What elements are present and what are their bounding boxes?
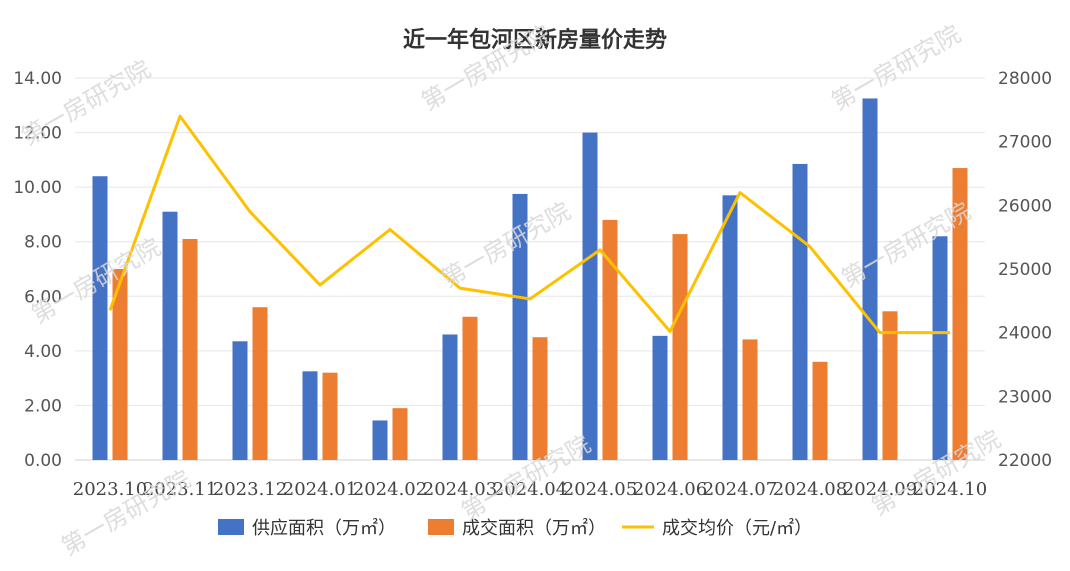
line-series [108,114,950,335]
category-label: 2024.04 [493,479,567,500]
left-tick-label: 4.00 [24,342,62,362]
right-tick-label: 25000 [998,260,1052,280]
legend-swatch [218,519,244,535]
right-tick-label: 26000 [998,196,1052,216]
left-tick-label: 8.00 [24,233,62,253]
legend: 供应面积（万㎡） 成交面积（万㎡） 成交均价（元/㎡） [218,517,812,539]
category-label: 2024.02 [353,479,427,500]
category-label: 2023.11 [143,479,217,500]
category-label: 2024.08 [773,479,847,500]
deal-bar [392,408,408,460]
price-line [108,114,950,335]
right-tick-label: 28000 [998,69,1052,89]
bar-series [92,98,968,461]
legend-swatch [428,519,454,535]
supply-bar [512,193,528,460]
left-axis: 0.00 2.00 4.00 6.00 8.00 10.00 12.00 14.00 [13,69,62,471]
supply-bar [582,132,598,461]
supply-bar [652,335,668,460]
deal-bar [672,234,688,460]
gridlines [75,77,985,461]
deal-bar [742,339,758,460]
category-label: 2024.01 [283,479,357,500]
deal-bar [952,168,968,461]
legend-label: 成交面积（万㎡） [462,517,606,539]
supply-bar [442,334,458,460]
category-label: 2024.06 [633,479,707,500]
category-label: 2024.07 [703,479,777,500]
supply-bar [302,371,318,460]
left-tick-label: 2.00 [24,396,62,416]
left-tick-label: 6.00 [24,287,62,307]
left-tick-label: 12.00 [13,124,62,144]
legend-label: 成交均价（元/㎡） [662,517,812,539]
chart-title: 近一年包河区新房量价走势 [403,27,667,53]
deal-bar [182,238,198,460]
deal-bar [112,269,128,460]
category-label: 2023.12 [213,479,287,500]
left-tick-label: 14.00 [13,69,62,89]
legend-label: 供应面积（万㎡） [252,517,396,539]
deal-bar [602,219,618,460]
category-label: 2024.09 [843,479,917,500]
right-tick-label: 27000 [998,133,1052,153]
right-tick-label: 23000 [998,387,1052,407]
left-tick-label: 0.00 [24,451,62,471]
right-axis: 22000 23000 24000 25000 26000 27000 28000 [998,69,1052,471]
supply-bar [792,163,808,460]
left-tick-label: 10.00 [13,178,62,198]
supply-bar [92,176,108,460]
category-label: 2023.10 [73,479,147,500]
supply-bar [372,420,388,460]
right-tick-label: 24000 [998,324,1052,344]
category-label: 2024.05 [563,479,637,500]
supply-bar [232,341,248,460]
deal-bar [812,361,828,460]
supply-bar [862,98,878,460]
deal-bar [882,311,898,460]
watermark-text: 第一房研究院 [827,20,966,116]
deal-bar [532,337,548,460]
supply-bar [722,195,738,461]
supply-bar [162,211,178,460]
category-label: 2024.03 [423,479,497,500]
deal-bar [252,307,268,460]
right-tick-label: 22000 [998,451,1052,471]
deal-bar [322,372,338,460]
supply-bar [932,236,948,460]
deal-bar [462,316,478,460]
watermark-text: 第一房研究院 [437,197,576,293]
category-axis: 2023.102023.112023.122024.012024.022024.… [73,479,987,500]
category-label: 2024.10 [913,479,987,500]
